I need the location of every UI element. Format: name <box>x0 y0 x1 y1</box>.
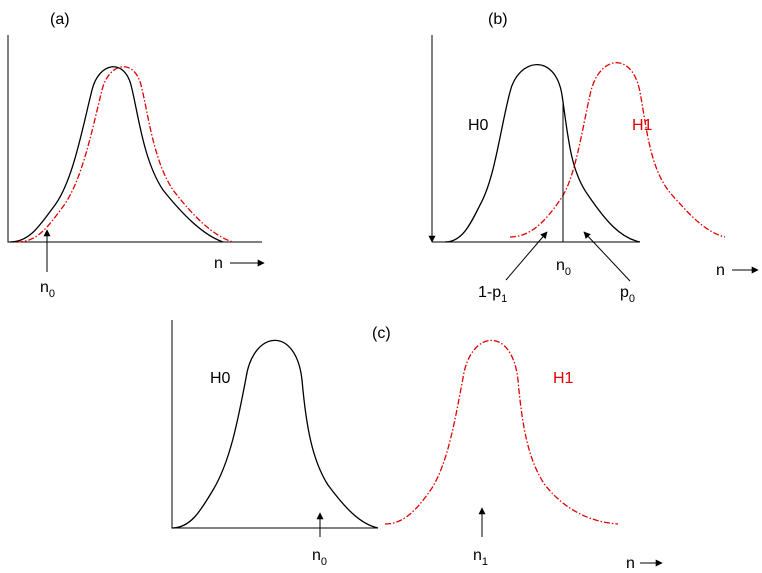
h0-curve <box>444 64 641 243</box>
label-sub: 0 <box>629 293 635 305</box>
label-base: n <box>312 547 321 564</box>
curve-label: H0 <box>468 117 489 134</box>
h0-curve <box>171 339 379 529</box>
label-base: n <box>473 547 482 564</box>
panel-label: (c) <box>372 325 391 342</box>
axes <box>171 320 378 529</box>
axis-label: n <box>716 262 725 279</box>
axis-label: n <box>214 255 223 272</box>
label-sub: 0 <box>565 266 571 278</box>
label-base: p <box>620 284 629 301</box>
label-sub: 0 <box>49 288 55 300</box>
label-sub: 1 <box>482 556 488 568</box>
marker-label: 1-p1 <box>478 284 507 305</box>
h1-curve <box>509 62 726 238</box>
label-base: n <box>556 257 565 274</box>
label-sub: 0 <box>321 556 327 568</box>
h0-curve <box>9 66 224 243</box>
label-base: n <box>40 279 49 296</box>
curve-label: H1 <box>632 117 653 134</box>
curve-label: H0 <box>210 370 231 387</box>
h1-curve <box>16 66 234 243</box>
panel-label: (b) <box>488 11 508 28</box>
panel-c: (c) H0 H1 n0 n1 n <box>171 320 663 572</box>
marker-label: n0 <box>556 257 571 278</box>
marker-label: n0 <box>40 279 55 300</box>
axis-label: n <box>626 555 635 572</box>
marker-label: n0 <box>312 547 327 568</box>
label-base: 1-p <box>478 284 501 301</box>
h1-curve <box>384 339 619 525</box>
arrow <box>583 231 631 282</box>
arrow <box>505 231 548 281</box>
panel-a: (a) n0 n <box>7 11 265 300</box>
panel-label: (a) <box>50 11 70 28</box>
marker-label: p0 <box>620 284 635 305</box>
axes <box>7 35 262 243</box>
curve-label: H1 <box>553 370 574 387</box>
marker-label: n1 <box>473 547 488 568</box>
panel-b: (b) H0 H1 n0 1-p1 p0 n <box>428 11 759 305</box>
label-sub: 1 <box>501 293 507 305</box>
